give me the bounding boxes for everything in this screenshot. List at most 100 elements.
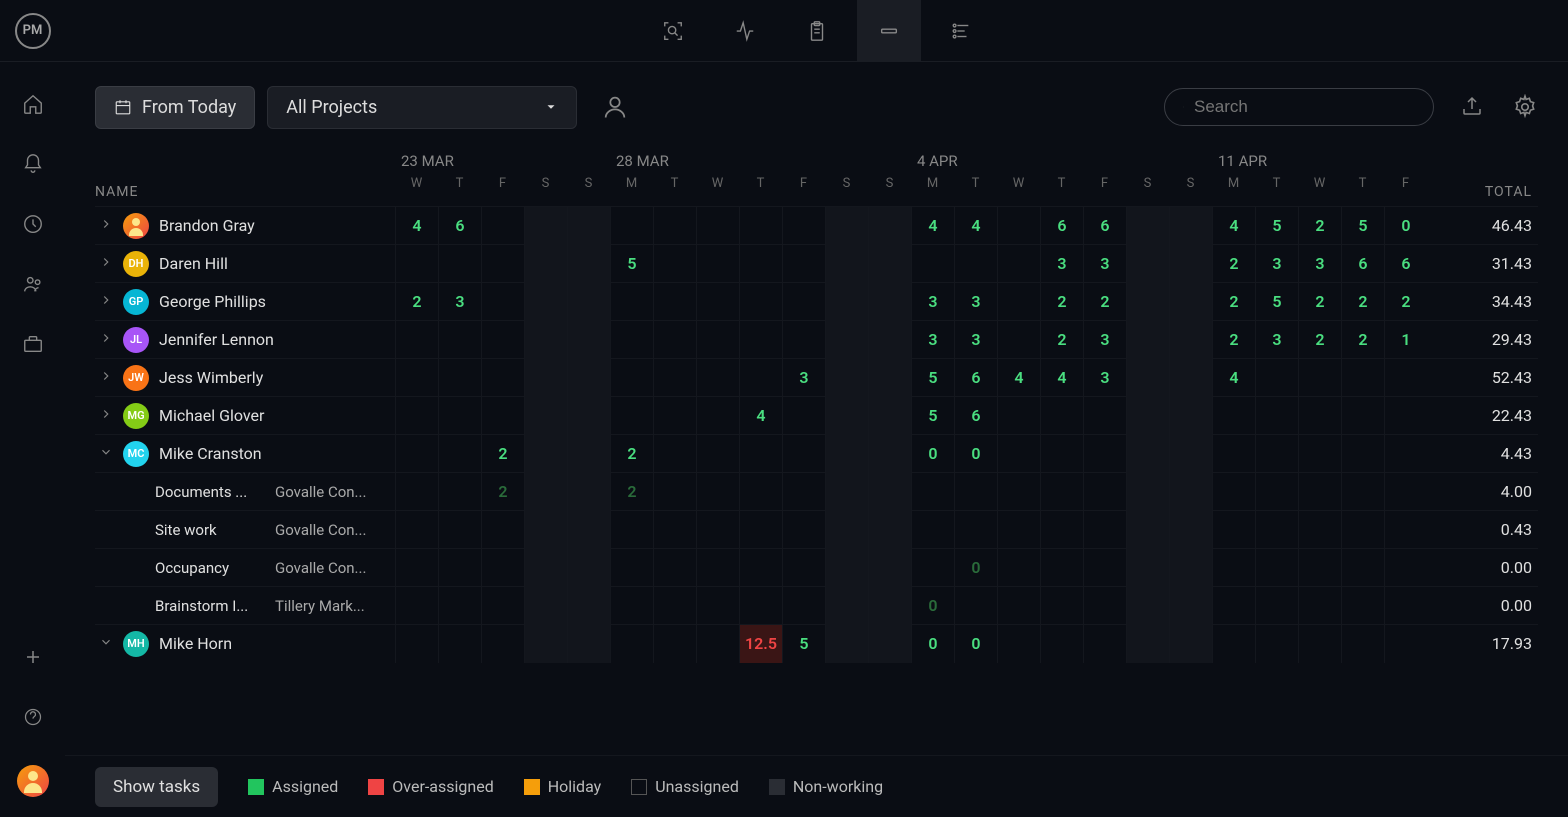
day-cell[interactable] [1040,549,1083,587]
day-cell[interactable]: 3 [438,283,481,321]
day-cell[interactable] [1298,511,1341,549]
day-cell[interactable] [696,587,739,625]
day-cell[interactable] [524,549,567,587]
day-cell[interactable]: 6 [954,359,997,397]
day-cell[interactable] [524,245,567,283]
day-cell[interactable]: 2 [1212,245,1255,283]
person-row[interactable]: Brandon Gray4644664525046.43 [95,206,1538,244]
person-filter-icon[interactable] [601,93,629,121]
day-cell[interactable] [395,435,438,473]
day-cell[interactable] [911,245,954,283]
day-cell[interactable] [653,359,696,397]
day-cell[interactable] [1341,397,1384,435]
day-cell[interactable]: 2 [1384,283,1427,321]
day-cell[interactable] [868,511,911,549]
day-cell[interactable] [1341,587,1384,625]
day-cell[interactable] [739,435,782,473]
day-cell[interactable] [395,511,438,549]
day-cell[interactable] [610,207,653,245]
task-row[interactable]: Documents ...Govalle Con...224.00 [95,472,1538,510]
day-cell[interactable] [1040,587,1083,625]
day-cell[interactable] [481,511,524,549]
day-cell[interactable] [739,473,782,511]
day-cell[interactable] [1298,473,1341,511]
day-cell[interactable] [567,207,610,245]
person-row[interactable]: JWJess Wimberly356443452.43 [95,358,1538,396]
team-icon[interactable] [21,272,45,296]
day-cell[interactable] [524,587,567,625]
day-cell[interactable] [653,283,696,321]
day-cell[interactable]: 1 [1384,321,1427,359]
person-row[interactable]: JLJennifer Lennon33232322129.43 [95,320,1538,358]
day-cell[interactable]: 3 [1083,359,1126,397]
day-cell[interactable] [1169,207,1212,245]
notifications-icon[interactable] [21,152,45,176]
day-cell[interactable] [1212,587,1255,625]
day-cell[interactable] [567,435,610,473]
day-cell[interactable]: 3 [954,283,997,321]
day-cell[interactable] [868,245,911,283]
day-cell[interactable] [653,245,696,283]
day-cell[interactable] [1212,549,1255,587]
day-cell[interactable] [1255,587,1298,625]
day-cell[interactable] [395,321,438,359]
workload-icon[interactable] [857,0,921,62]
day-cell[interactable] [567,283,610,321]
day-cell[interactable] [868,321,911,359]
day-cell[interactable] [481,207,524,245]
day-cell[interactable] [438,245,481,283]
day-cell[interactable] [911,473,954,511]
day-cell[interactable] [1298,435,1341,473]
day-cell[interactable] [610,321,653,359]
day-cell[interactable] [1341,511,1384,549]
day-cell[interactable] [567,359,610,397]
day-cell[interactable] [395,587,438,625]
day-cell[interactable]: 0 [911,625,954,663]
day-cell[interactable] [868,587,911,625]
day-cell[interactable] [1126,359,1169,397]
day-cell[interactable] [825,435,868,473]
day-cell[interactable] [954,473,997,511]
day-cell[interactable] [825,473,868,511]
day-cell[interactable] [997,397,1040,435]
day-cell[interactable] [954,587,997,625]
day-cell[interactable] [782,549,825,587]
day-cell[interactable]: 3 [911,283,954,321]
day-cell[interactable] [825,549,868,587]
day-cell[interactable]: 2 [1040,283,1083,321]
day-cell[interactable] [1040,397,1083,435]
person-row[interactable]: GPGeorge Phillips2333222522234.43 [95,282,1538,320]
chevron-down-icon[interactable] [99,634,113,653]
day-cell[interactable] [1169,549,1212,587]
day-cell[interactable] [653,625,696,663]
day-cell[interactable] [696,473,739,511]
day-cell[interactable] [1169,321,1212,359]
day-cell[interactable] [524,397,567,435]
day-cell[interactable] [1298,587,1341,625]
scan-icon[interactable] [641,0,705,62]
day-cell[interactable]: 4 [1212,207,1255,245]
day-cell[interactable] [825,397,868,435]
day-cell[interactable]: 3 [782,359,825,397]
day-cell[interactable] [739,207,782,245]
day-cell[interactable] [1083,435,1126,473]
day-cell[interactable] [481,397,524,435]
day-cell[interactable] [696,625,739,663]
day-cell[interactable]: 4 [997,359,1040,397]
day-cell[interactable] [610,587,653,625]
task-row[interactable]: OccupancyGovalle Con...00.00 [95,548,1538,586]
day-cell[interactable]: 0 [1384,207,1427,245]
day-cell[interactable] [1083,473,1126,511]
day-cell[interactable] [1040,625,1083,663]
day-cell[interactable] [481,625,524,663]
chevron-right-icon[interactable] [99,406,113,425]
day-cell[interactable] [481,245,524,283]
day-cell[interactable] [567,397,610,435]
recent-icon[interactable] [21,212,45,236]
activity-icon[interactable] [713,0,777,62]
day-cell[interactable] [868,207,911,245]
day-cell[interactable] [1169,511,1212,549]
day-cell[interactable]: 4 [1212,359,1255,397]
day-cell[interactable] [1298,549,1341,587]
day-cell[interactable] [825,245,868,283]
